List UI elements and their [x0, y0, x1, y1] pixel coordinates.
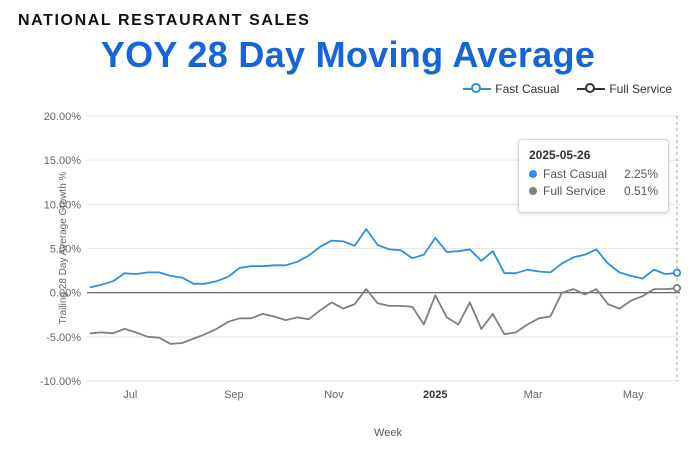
legend-full-service-icon — [577, 82, 606, 96]
y-tick-label: 15.00% — [44, 155, 82, 167]
y-axis: 20.00% 15.00% 10.00% 5.00% 0.00% -5.00% -10.00… — [40, 111, 81, 388]
x-tick-label: Mar — [524, 389, 543, 401]
chart-headline: YOY 28 Day Moving Average — [100, 34, 596, 75]
y-tick-label: -10.00% — [40, 376, 81, 388]
chart-legend: Fast Casual Full Service — [463, 82, 672, 96]
tooltip-row-full-service: Full Service 0.51% — [529, 184, 658, 198]
y-tick-label: 0.00% — [50, 288, 81, 300]
legend-fast-casual-icon — [463, 82, 492, 96]
tooltip-full-service-name: Full Service — [543, 184, 606, 198]
kicker-title: NATIONAL RESTAURANT SALES — [18, 12, 311, 29]
series-line-full-service — [89, 287, 678, 345]
legend-item-full-service[interactable]: Full Service — [577, 82, 672, 96]
x-tick-label: Sep — [224, 389, 244, 401]
tooltip-row-fast-casual: Fast Casual 2.25% — [529, 167, 658, 181]
y-axis-title: Trailing 28 Day Average Growth % — [58, 171, 69, 324]
legend-full-service-label: Full Service — [609, 82, 672, 96]
hover-marker-full-service[interactable] — [672, 284, 682, 293]
tooltip-full-service-value: 0.51% — [623, 184, 658, 198]
x-tick-label: Nov — [324, 389, 344, 401]
y-tick-label: 5.00% — [50, 244, 81, 256]
legend-fast-casual-label: Fast Casual — [495, 82, 560, 96]
tooltip-date: 2025-05-26 — [529, 148, 591, 162]
x-tick-label: May — [623, 389, 644, 401]
hover-marker-fast-casual[interactable] — [672, 268, 682, 277]
series-lines — [89, 116, 682, 381]
x-axis: Jul Sep Nov 2025 Mar May — [123, 389, 644, 401]
x-tick-label: 2025 — [423, 389, 447, 401]
x-tick-label: Jul — [123, 389, 137, 401]
tooltip-full-service-dot — [529, 187, 537, 195]
tooltip-fast-casual-value: 2.25% — [623, 167, 658, 181]
y-tick-label: -5.00% — [46, 332, 81, 344]
series-line-fast-casual — [89, 228, 678, 289]
y-tick-label: 10.00% — [44, 199, 82, 211]
tooltip-fast-casual-name: Fast Casual — [543, 167, 608, 181]
hover-tooltip: 2025-05-26 Fast Casual 2.25% Full Servic… — [518, 139, 669, 213]
y-tick-label: 20.00% — [44, 111, 82, 123]
tooltip-fast-casual-dot — [529, 170, 537, 178]
x-axis-title: Week — [374, 427, 402, 439]
legend-item-fast-casual[interactable]: Fast Casual — [463, 82, 559, 96]
